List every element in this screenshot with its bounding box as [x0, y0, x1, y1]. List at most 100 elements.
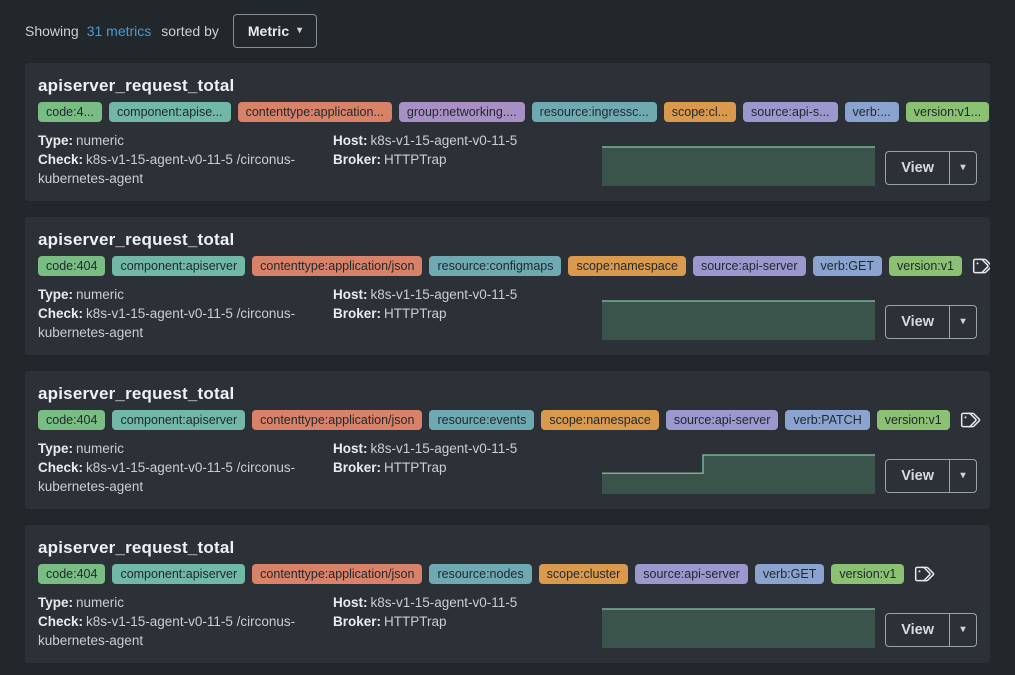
- view-dropdown-button[interactable]: ▾: [949, 306, 976, 338]
- broker-value: HTTPTrap: [384, 306, 447, 321]
- metric-title: apiserver_request_total: [38, 76, 235, 95]
- tag-version[interactable]: version:v1: [831, 564, 905, 584]
- tag-row: code:404 component:apiserver contenttype:a…: [38, 564, 977, 584]
- tag-resource[interactable]: resource:events: [429, 410, 535, 430]
- tag-component[interactable]: component:apise...: [108, 102, 231, 122]
- host-value: k8s-v1-15-agent-v0-11-5: [370, 441, 518, 456]
- card-content-row: Type: numeric Check: k8s-v1-15-agent-v0-11…: [38, 439, 977, 496]
- tag-scope[interactable]: scope:namespace: [568, 256, 686, 276]
- sparkline-chart: [602, 454, 875, 494]
- tag-group[interactable]: group:networking....: [398, 102, 525, 122]
- type-value: numeric: [76, 595, 125, 610]
- caret-down-icon: ▾: [297, 25, 303, 36]
- metric-list: apiserver_request_total code:4... compone…: [0, 63, 1015, 663]
- type-value: numeric: [76, 287, 125, 302]
- tag-resource[interactable]: resource:nodes: [429, 564, 532, 584]
- type-value: numeric: [76, 441, 125, 456]
- check-value: k8s-v1-15-agent-v0-11-5 /circonus-kubern…: [38, 614, 296, 648]
- tag-contenttype[interactable]: contenttype:application...: [237, 102, 392, 122]
- tag-verb[interactable]: verb:PATCH: [785, 410, 870, 430]
- type-line: Type: numeric: [38, 593, 319, 612]
- view-dropdown-button[interactable]: ▾: [949, 152, 976, 184]
- view-button[interactable]: View: [886, 460, 949, 492]
- tag-contenttype[interactable]: contenttype:application/json: [252, 410, 423, 430]
- host-value: k8s-v1-15-agent-v0-11-5: [370, 287, 518, 302]
- broker-line: Broker: HTTPTrap: [333, 304, 592, 323]
- tag-scope[interactable]: scope:cl...: [663, 102, 737, 122]
- metric-count-link[interactable]: 31 metrics: [86, 23, 152, 39]
- tag-resource[interactable]: resource:ingressc...: [531, 102, 657, 122]
- metric-card: apiserver_request_total code:404 componen…: [25, 371, 990, 509]
- tag-scope[interactable]: scope:cluster: [538, 564, 629, 584]
- metric-card: apiserver_request_total code:404 componen…: [25, 525, 990, 663]
- caret-down-icon: ▾: [960, 624, 966, 635]
- tag-source[interactable]: source:api-server: [635, 564, 748, 584]
- tag-source[interactable]: source:api-s...: [743, 102, 838, 122]
- type-label: Type:: [38, 441, 74, 456]
- tag-resource[interactable]: resource:configmaps: [429, 256, 562, 276]
- view-button-group: View ▾: [885, 459, 977, 493]
- broker-label: Broker:: [333, 614, 382, 629]
- sparkline-chart: [602, 146, 875, 186]
- broker-label: Broker:: [333, 152, 382, 167]
- metric-title: apiserver_request_total: [38, 230, 235, 249]
- view-dropdown-button[interactable]: ▾: [949, 460, 976, 492]
- broker-line: Broker: HTTPTrap: [333, 150, 592, 169]
- broker-value: HTTPTrap: [384, 614, 447, 629]
- view-button[interactable]: View: [886, 152, 949, 184]
- metric-details-right: Host: k8s-v1-15-agent-v0-11-5 Broker: HTTP…: [333, 593, 602, 650]
- tag-contenttype[interactable]: contenttype:application/json: [252, 564, 423, 584]
- check-line: Check: k8s-v1-15-agent-v0-11-5 /circonus-…: [38, 458, 319, 496]
- broker-line: Broker: HTTPTrap: [333, 458, 592, 477]
- tag-code[interactable]: code:404: [38, 564, 106, 584]
- host-label: Host:: [333, 133, 368, 148]
- metric-card: apiserver_request_total code:404 componen…: [25, 217, 990, 355]
- tag-code[interactable]: code:404: [38, 410, 106, 430]
- view-button[interactable]: View: [886, 306, 949, 338]
- host-label: Host:: [333, 287, 368, 302]
- tag-verb[interactable]: verb:GET: [812, 256, 883, 276]
- tag-version[interactable]: version:v1: [876, 410, 950, 430]
- list-header: Showing 31 metrics sorted by Metric ▾: [0, 13, 1015, 49]
- check-label: Check:: [38, 614, 84, 629]
- view-dropdown-button[interactable]: ▾: [949, 614, 976, 646]
- type-line: Type: numeric: [38, 285, 319, 304]
- tags-icon[interactable]: [960, 410, 983, 430]
- check-label: Check:: [38, 152, 84, 167]
- host-value: k8s-v1-15-agent-v0-11-5: [370, 595, 518, 610]
- tag-source[interactable]: source:api-server: [692, 256, 806, 276]
- type-line: Type: numeric: [38, 439, 319, 458]
- tag-verb[interactable]: verb:GET: [754, 564, 825, 584]
- tag-component[interactable]: component:apiserver: [112, 564, 246, 584]
- tag-scope[interactable]: scope:namespace: [541, 410, 659, 430]
- tags-icon[interactable]: [972, 256, 990, 276]
- metric-details-left: Type: numeric Check: k8s-v1-15-agent-v0-11…: [38, 131, 333, 188]
- tag-contenttype[interactable]: contenttype:application/json: [252, 256, 423, 276]
- tags-icon[interactable]: [914, 564, 937, 584]
- metric-details-right: Host: k8s-v1-15-agent-v0-11-5 Broker: HTTP…: [333, 131, 602, 188]
- tag-component[interactable]: component:apiserver: [112, 410, 246, 430]
- type-value: numeric: [76, 133, 125, 148]
- view-button[interactable]: View: [886, 614, 949, 646]
- metric-title: apiserver_request_total: [38, 384, 235, 403]
- caret-down-icon: ▾: [960, 470, 966, 481]
- sorted-by-label: sorted by: [161, 23, 219, 39]
- showing-label: Showing: [25, 23, 79, 39]
- sort-dropdown-button[interactable]: Metric ▾: [232, 14, 318, 48]
- metric-title: apiserver_request_total: [38, 538, 235, 557]
- tag-code[interactable]: code:404: [38, 256, 106, 276]
- check-label: Check:: [38, 460, 84, 475]
- card-content-row: Type: numeric Check: k8s-v1-15-agent-v0-11…: [38, 285, 977, 342]
- tag-version[interactable]: version:v1...: [905, 102, 990, 122]
- broker-line: Broker: HTTPTrap: [333, 612, 592, 631]
- card-content-row: Type: numeric Check: k8s-v1-15-agent-v0-11…: [38, 593, 977, 650]
- view-button-group: View ▾: [885, 613, 977, 647]
- tag-version[interactable]: version:v1: [889, 256, 962, 276]
- check-line: Check: k8s-v1-15-agent-v0-11-5 /circonus-…: [38, 304, 319, 342]
- tag-source[interactable]: source:api-server: [665, 410, 779, 430]
- tag-verb[interactable]: verb:...: [844, 102, 899, 122]
- tag-code[interactable]: code:4...: [38, 102, 102, 122]
- broker-value: HTTPTrap: [384, 152, 447, 167]
- tag-component[interactable]: component:apiserver: [112, 256, 246, 276]
- view-button-group: View ▾: [885, 305, 977, 339]
